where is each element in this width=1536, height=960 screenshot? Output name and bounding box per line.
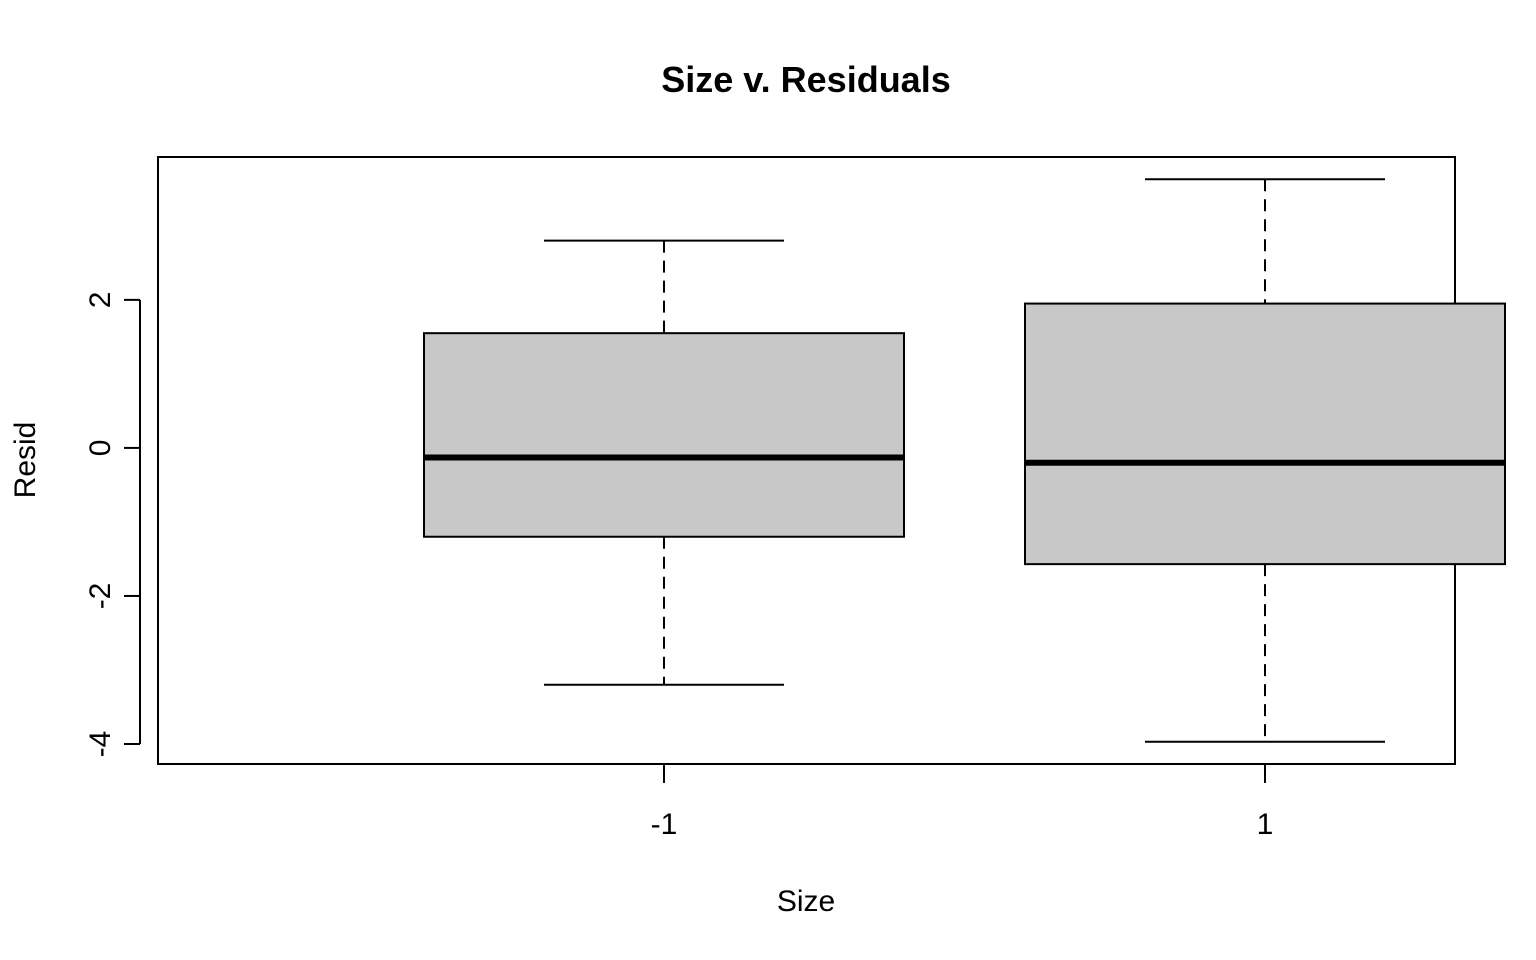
box-group-1 (423, 239, 905, 686)
boxes (423, 178, 1506, 743)
y-tick-label: -2 (84, 583, 117, 610)
x-axis: -1 1 (651, 763, 1274, 841)
iqr-box (423, 332, 905, 538)
y-tick-label: 0 (84, 440, 117, 457)
chart-title: Size v. Residuals (661, 59, 950, 100)
x-tick-label: 1 (1257, 808, 1274, 841)
x-tick-label: -1 (651, 808, 678, 841)
y-tick-label: 2 (84, 292, 117, 309)
box-group-2 (1024, 178, 1506, 743)
y-tick-label: -4 (84, 731, 117, 758)
y-axis: -4 -2 0 2 (84, 292, 141, 758)
iqr-box (1024, 302, 1506, 566)
y-axis-label: Resid (9, 422, 42, 499)
x-axis-label: Size (777, 885, 835, 918)
